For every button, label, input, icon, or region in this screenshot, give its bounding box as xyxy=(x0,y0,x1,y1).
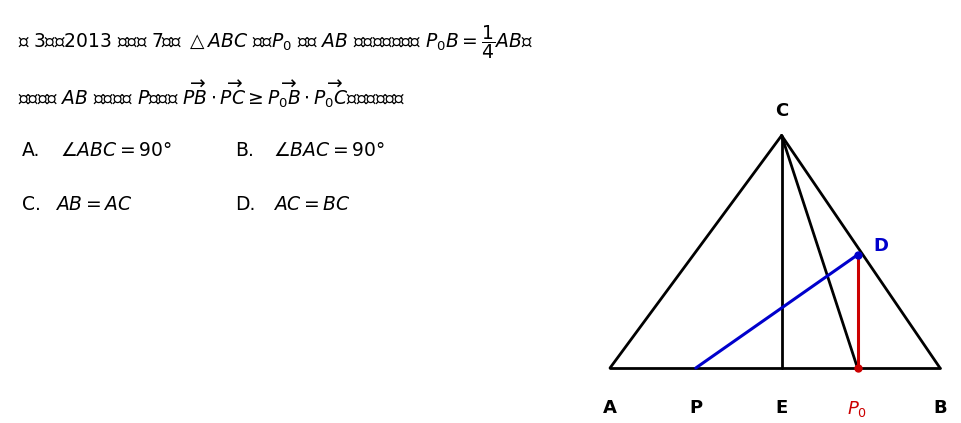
Text: 且对于边 $AB$ 上任一点 $P$，恒有 $\overrightarrow{PB}\cdot\overrightarrow{PC}\geq\overright: 且对于边 $AB$ 上任一点 $P$，恒有 $\overrightarrow{P… xyxy=(18,78,406,110)
Text: D.: D. xyxy=(235,195,256,214)
Text: A: A xyxy=(604,399,617,417)
Text: $AC=BC$: $AC=BC$ xyxy=(273,195,351,214)
Text: E: E xyxy=(776,399,788,417)
Text: D: D xyxy=(874,236,888,255)
Text: C: C xyxy=(775,102,788,120)
Text: $P_0$: $P_0$ xyxy=(848,399,868,419)
Text: P: P xyxy=(689,399,702,417)
Text: B.: B. xyxy=(235,141,254,160)
Text: $\angle ABC=90°$: $\angle ABC=90°$ xyxy=(60,141,172,160)
Text: A.: A. xyxy=(22,141,40,160)
Text: B: B xyxy=(933,399,947,417)
Text: C.: C. xyxy=(22,195,41,214)
Text: $AB=AC$: $AB=AC$ xyxy=(55,195,133,214)
Text: $\angle BAC=90°$: $\angle BAC=90°$ xyxy=(273,141,385,160)
Text: 例 3．（2013 浙江理 7）在 $\triangle ABC$ 中，$P_0$ 是边 $AB$ 上一定点，满足 $P_0B = \dfrac{1}{4}AB: 例 3．（2013 浙江理 7）在 $\triangle ABC$ 中，$P_0… xyxy=(18,23,533,61)
